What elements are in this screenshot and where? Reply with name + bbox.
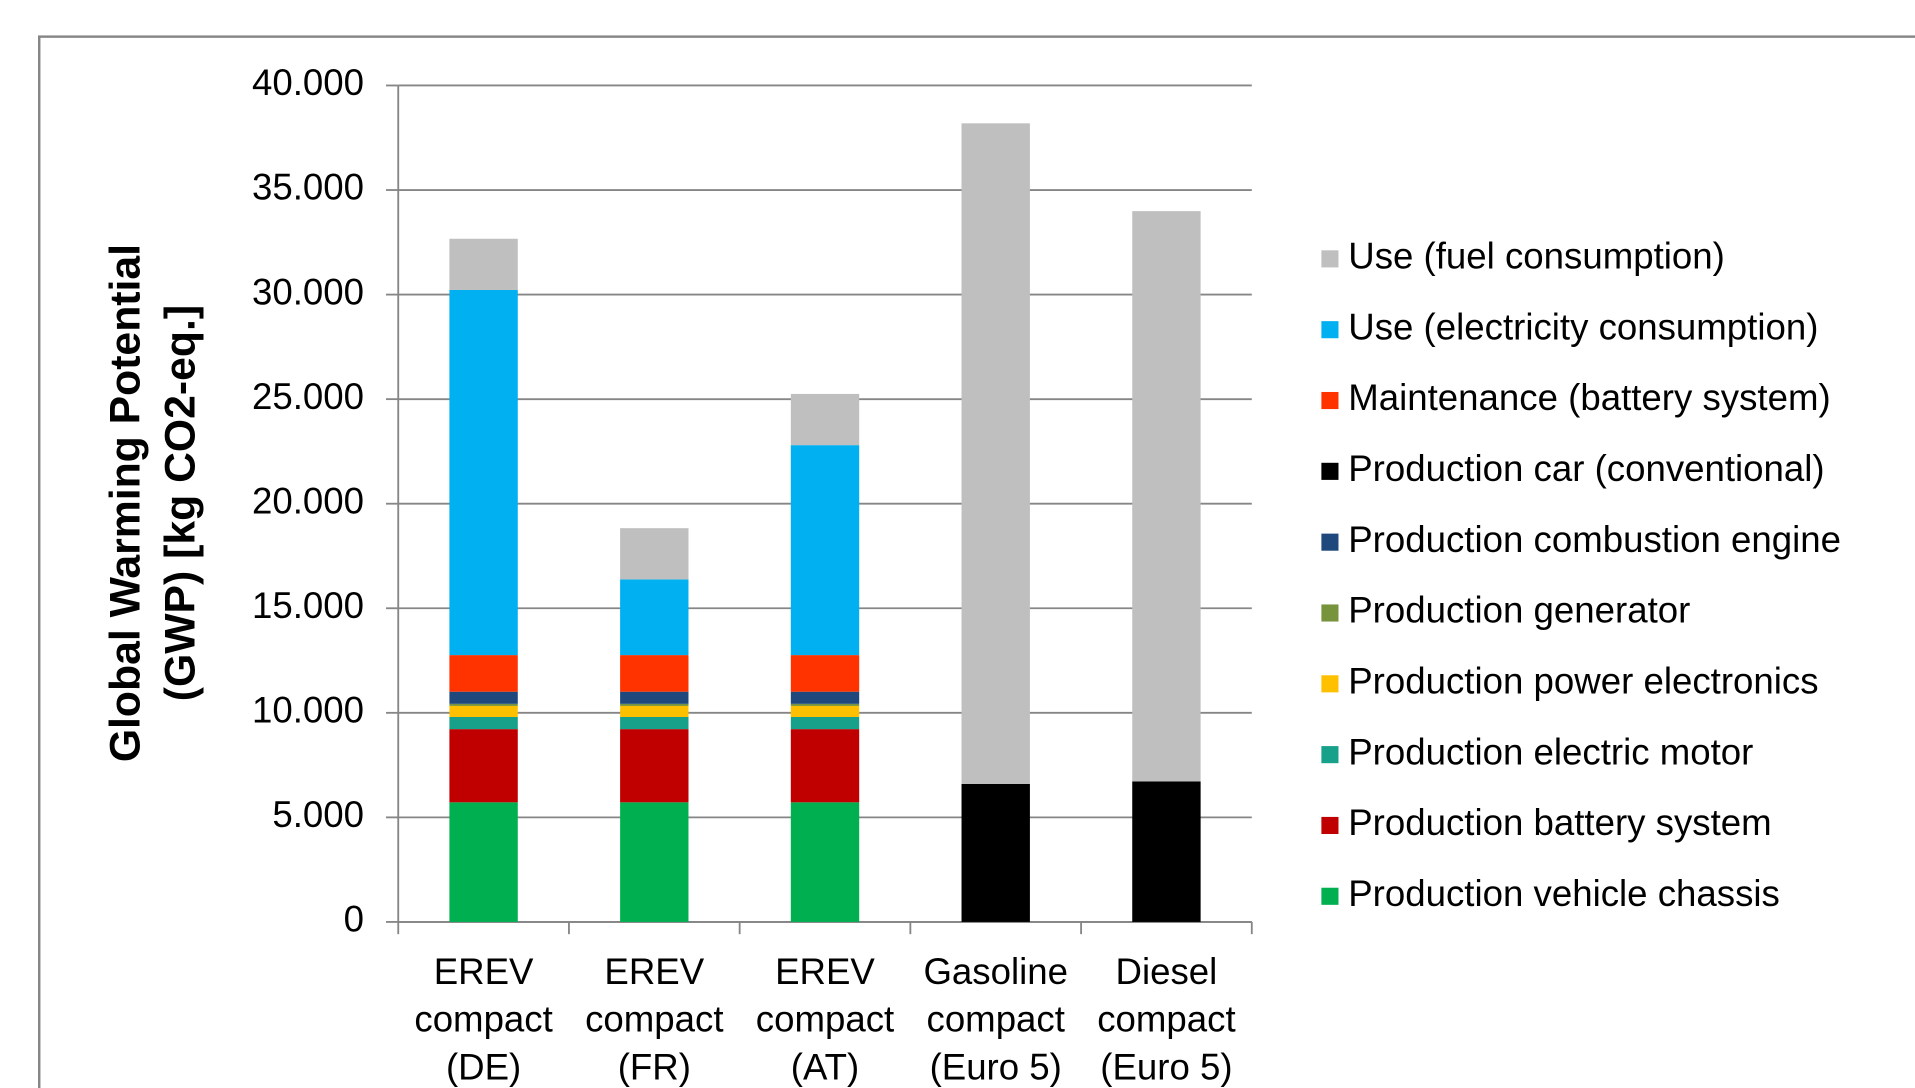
legend-swatch: [1321, 604, 1339, 622]
x-tick-label: compact: [414, 999, 552, 1040]
bar-segment: [620, 802, 689, 922]
bar-segment: [790, 802, 860, 922]
legend-label: Use (fuel consumption): [1348, 236, 1725, 277]
bar-segment: [449, 705, 518, 717]
legend-swatch: [1321, 675, 1339, 693]
bar-segment: [620, 716, 689, 730]
bar-segment: [449, 729, 518, 803]
bar-segment: [449, 691, 518, 704]
legend-swatch: [1321, 887, 1339, 905]
y-tick-label: 25.000: [252, 376, 364, 417]
x-tick-label: EREV: [775, 951, 875, 992]
bar-segment: [790, 703, 860, 706]
bar-segment: [961, 123, 1030, 784]
legend-swatch: [1321, 391, 1339, 410]
x-tick-label: (FR): [618, 1046, 691, 1087]
bar-segment: [790, 705, 860, 717]
y-tick-label: 35.000: [252, 167, 364, 208]
y-tick-label: 10.000: [252, 689, 364, 730]
x-tick-label: Gasoline: [923, 951, 1068, 992]
bar-segment: [449, 802, 518, 922]
legend-swatch: [1321, 321, 1339, 339]
legend-label: Maintenance (battery system): [1348, 377, 1830, 418]
x-tick-label: EREV: [604, 951, 704, 992]
y-axis-label: Global Warming Potential: [102, 244, 150, 762]
bar-segment: [620, 579, 689, 656]
bar-segment: [790, 393, 860, 446]
legend-swatch: [1321, 746, 1339, 764]
bar-segment: [790, 655, 860, 692]
x-tick-label: EREV: [434, 951, 534, 992]
bar-segment: [790, 729, 860, 803]
x-tick-label: compact: [927, 999, 1065, 1040]
legend-label: Production car (conventional): [1348, 448, 1824, 489]
bar-segment: [620, 705, 689, 717]
bar-segment: [1132, 211, 1201, 782]
x-tick-label: (Euro 5): [930, 1046, 1062, 1087]
y-tick-label: 20.000: [252, 480, 364, 521]
legend-swatch: [1321, 462, 1339, 480]
legend-swatch: [1321, 533, 1339, 551]
bar-segment: [620, 703, 689, 706]
legend-label: Production generator: [1348, 590, 1690, 631]
legend-label: Use (electricity consumption): [1348, 306, 1818, 347]
x-tick-label: compact: [1097, 999, 1235, 1040]
bar-segment: [449, 655, 518, 692]
bar-segment: [620, 691, 689, 704]
legend-swatch: [1321, 816, 1339, 835]
y-axis-label: (GWP) [kg CO2-eq.]: [157, 305, 205, 701]
legend-label: Production power electronics: [1348, 660, 1818, 701]
y-tick-label: 15.000: [252, 585, 364, 626]
legend-label: Production combustion engine: [1348, 519, 1841, 560]
bar-segment: [620, 528, 689, 580]
bar-segment: [620, 729, 689, 803]
bar-segment: [790, 445, 860, 656]
x-tick-label: compact: [756, 999, 894, 1040]
x-tick-label: Diesel: [1116, 951, 1218, 992]
bar-segment: [790, 716, 860, 730]
legend-label: Production vehicle chassis: [1348, 873, 1780, 914]
bar-segment: [961, 783, 1030, 922]
bar-segment: [790, 691, 860, 704]
x-tick-label: (Euro 5): [1100, 1046, 1232, 1087]
bar-segment: [449, 238, 518, 290]
bar-segment: [449, 716, 518, 730]
x-tick-label: (AT): [791, 1046, 859, 1087]
bar-segment: [1132, 781, 1201, 922]
bar-segment: [449, 703, 518, 706]
legend-label: Production electric motor: [1348, 731, 1753, 772]
legend-swatch: [1321, 250, 1339, 268]
y-tick-label: 0: [344, 899, 364, 940]
bar-segment: [449, 289, 518, 656]
y-tick-label: 40.000: [252, 62, 364, 103]
x-tick-label: (DE): [446, 1046, 521, 1087]
chart-frame: [38, 35, 1915, 1088]
y-tick-label: 30.000: [252, 271, 364, 312]
bar-segment: [620, 655, 689, 692]
x-tick-label: compact: [585, 999, 723, 1040]
y-tick-label: 5.000: [272, 794, 364, 835]
legend-label: Production battery system: [1348, 802, 1771, 843]
